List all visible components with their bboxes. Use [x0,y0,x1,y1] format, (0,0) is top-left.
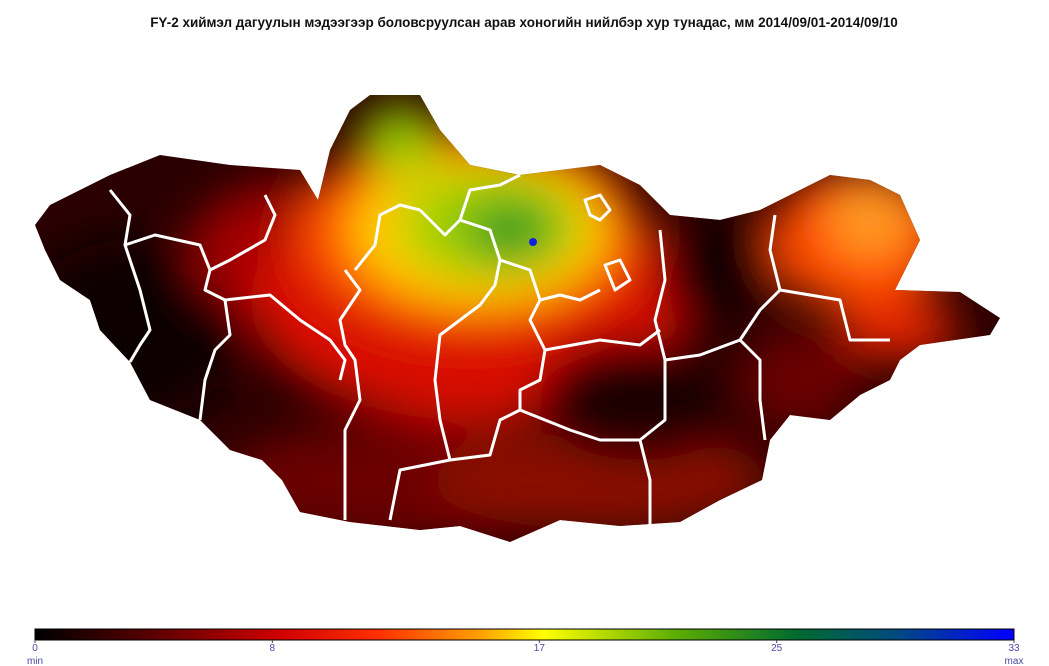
colorbar-scale [34,628,1015,641]
colorbar [34,628,1015,641]
colorbar-tick-label: 17 [534,643,546,654]
precipitation-field [35,95,1000,542]
colorbar-max-label: max [1005,656,1024,666]
colorbar-tick-label: 25 [771,643,783,654]
colorbar-tick-label: 8 [270,643,276,654]
province-borders [108,173,890,525]
map-title: FY-2 хиймэл дагуулын мэдээгээр боловсруу… [150,15,898,30]
colorbar-min-label: min [27,656,43,666]
colorbar-tick-label: 33 [1008,643,1020,654]
colorbar-tick-label: 0 [32,643,38,654]
